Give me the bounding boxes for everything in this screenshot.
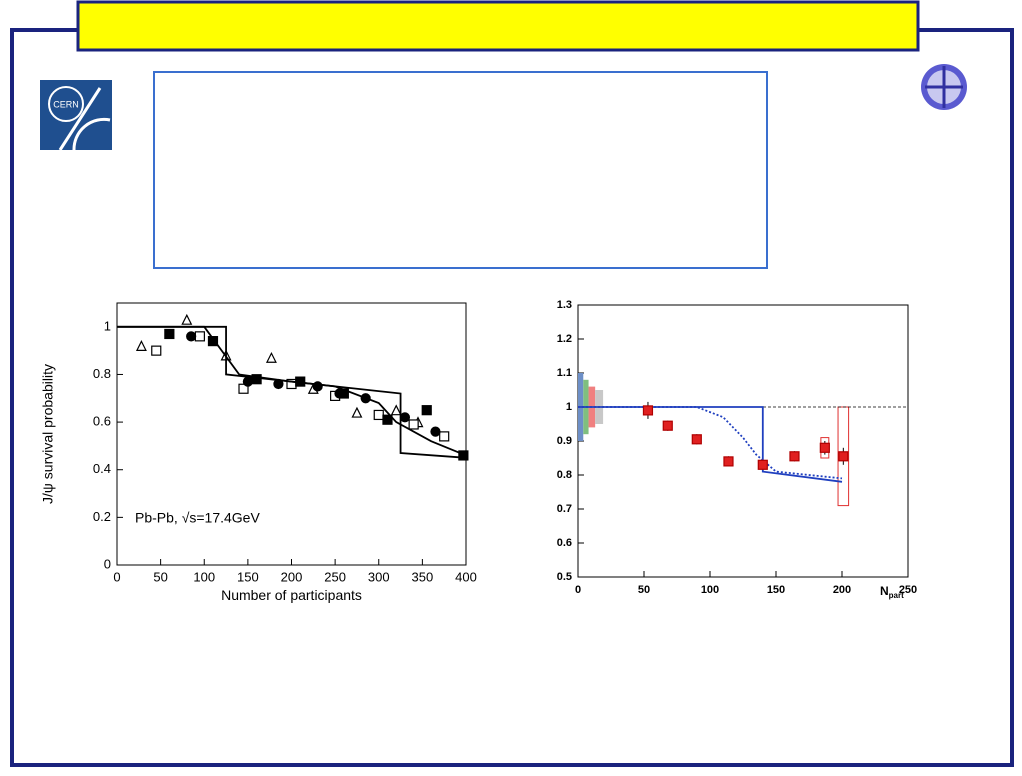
model-line	[117, 325, 467, 457]
text-box	[153, 71, 768, 269]
data-point	[181, 313, 193, 325]
y-tick-label: 0.4	[93, 461, 111, 476]
y-tick-label: 0.8	[93, 366, 111, 381]
data-point	[164, 328, 175, 340]
x-tick-label: 250	[324, 569, 346, 584]
data-point	[242, 376, 253, 387]
data-point	[408, 419, 419, 430]
y-tick-label: 1.3	[557, 299, 572, 311]
plot-frame	[116, 302, 467, 566]
x-tick-label: 0	[575, 584, 581, 596]
x-tick-label: 150	[767, 584, 785, 596]
data-point	[439, 431, 450, 442]
x-axis-label-main: N	[880, 584, 889, 598]
y-tick-label: 0.7	[557, 503, 572, 515]
x-tick-label: 0	[113, 569, 120, 584]
annotation: Pb-Pb, √s=17.4GeV	[135, 510, 260, 526]
data-point	[838, 451, 849, 462]
x-tick-label: 50	[153, 569, 167, 584]
data-point	[390, 404, 402, 416]
data-point	[265, 351, 277, 363]
x-axis-label-sub: part	[889, 591, 904, 600]
cern-logo: CERN	[40, 80, 112, 151]
y-axis-label: J/ψ survival probability	[40, 364, 56, 504]
data-point	[207, 336, 219, 347]
data-point	[186, 331, 197, 342]
x-tick-label: 200	[833, 584, 851, 596]
inr-logo	[921, 64, 967, 110]
y-tick-label: 1	[566, 401, 572, 413]
y-tick-label: 0.6	[557, 537, 572, 549]
data-point	[399, 412, 411, 423]
data-point	[642, 405, 654, 416]
x-axis-label: Npart	[880, 584, 904, 600]
data-point	[135, 340, 147, 351]
x-tick-label: 300	[368, 569, 390, 584]
x-tick-label: 250	[899, 584, 917, 596]
data-point	[430, 426, 441, 437]
data-point	[421, 405, 432, 416]
data-point	[789, 451, 800, 462]
plot-frame	[577, 304, 909, 578]
x-tick-label: 400	[455, 569, 477, 584]
y-tick-label: 0.5	[557, 571, 572, 583]
x-tick-label: 100	[701, 584, 719, 596]
x-axis-label: Number of participants	[221, 587, 362, 603]
data-point	[458, 450, 469, 461]
x-tick-label: 200	[281, 569, 303, 584]
x-tick-label: 350	[412, 569, 434, 584]
y-tick-label: 1.2	[557, 333, 572, 345]
y-tick-label: 0.6	[93, 414, 111, 429]
y-tick-label: 0.9	[557, 435, 572, 447]
data-point	[238, 383, 249, 394]
data-point	[334, 388, 345, 399]
y-tick-label: 0.8	[557, 469, 572, 481]
y-tick-label: 0.2	[93, 509, 111, 524]
data-point	[382, 414, 393, 425]
title-bar	[76, 0, 920, 52]
x-tick-label: 50	[638, 584, 650, 596]
y-tick-label: 1.1	[557, 367, 572, 379]
data-point	[662, 420, 673, 431]
y-tick-label: 1	[104, 318, 111, 333]
x-axis-label-main: Number of participants	[221, 587, 362, 603]
data-point	[757, 459, 768, 470]
x-tick-label: 150	[237, 569, 259, 584]
data-point	[723, 456, 734, 467]
data-point	[351, 406, 363, 418]
data-point	[151, 345, 162, 356]
data-point	[194, 331, 205, 342]
data-point	[819, 442, 830, 453]
logo-text: CERN	[53, 99, 79, 109]
data-point	[691, 434, 702, 445]
y-tick-label: 0	[104, 556, 111, 571]
data-point	[373, 409, 384, 421]
x-tick-label: 100	[193, 569, 215, 584]
